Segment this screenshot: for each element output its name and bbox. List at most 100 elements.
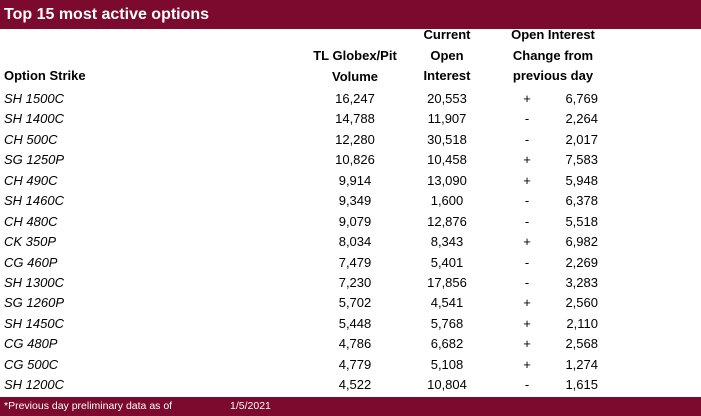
option-strike-cell: SH 1400C [4,111,64,127]
option-strike-cell: CH 490C [4,172,58,188]
open-interest-cell: 6,682 [430,336,464,352]
change-sign-cell: + [523,315,531,331]
table-title: Top 15 most active options [0,0,701,29]
footer-note: *Previous day preliminary data as of [4,400,173,412]
table-row: CH 480C 9,079 12,876 - 5,518 [0,212,701,232]
volume-cell: 5,702 [338,295,372,311]
options-table-body: SH 1500C 16,247 20,553 +6,769 SH 1400C 14,78… [0,89,701,396]
change-value-cell: 5,518 [565,213,598,229]
change-sign-cell: + [523,152,531,168]
header-oi-change: Open Interest Change from previous day [490,25,616,87]
volume-cell: 7,479 [338,254,372,270]
change-value-cell: 5,948 [565,172,598,188]
change-value-cell: 1,615 [565,377,598,393]
volume-cell: 4,779 [338,356,372,372]
open-interest-cell: 5,108 [430,356,464,372]
table-row: SH 1200C 4,522 10,804 - 1,615 [0,375,701,395]
header-oi-line-3: Interest [423,68,471,83]
table-row: SH 1500C 16,247 20,553 +6,769 [0,89,701,109]
volume-cell: 8,034 [338,234,372,250]
change-sign-cell: - [524,213,530,229]
footer-bar: *Previous day preliminary data as of 1/5… [0,397,701,416]
table-row: SH 1300C 7,230 17,856 - 3,283 [0,273,701,293]
change-sign-cell: - [524,377,530,393]
volume-cell: 9,349 [338,193,372,209]
header-volume-line-1: TL Globex/Pit [313,48,397,63]
open-interest-cell: 1,600 [430,193,464,209]
option-strike-cell: SH 1300C [4,274,64,290]
option-strike-cell: SG 1250P [4,152,64,168]
header-volume-line-2: Volume [332,68,378,84]
table-row: SH 1400C 14,788 11,907 - 2,264 [0,109,701,129]
table-row: CG 500C 4,779 5,108 +1,274 [0,355,701,375]
option-strike-cell: CG 480P [4,336,58,352]
change-value-cell: 6,982 [565,234,598,250]
change-value-cell: 2,269 [565,254,598,270]
option-strike-cell: SH 1460C [4,193,64,209]
open-interest-cell: 13,090 [427,172,467,188]
table-row: SH 1460C 9,349 1,600 - 6,378 [0,191,701,211]
open-interest-cell: 10,458 [427,152,467,168]
change-sign-cell: - [524,274,530,290]
open-interest-cell: 4,541 [430,295,464,311]
table-row: CK 350P 8,034 8,343 +6,982 [0,232,701,252]
change-sign-cell: - [524,254,530,270]
open-interest-cell: 11,907 [427,111,467,127]
open-interest-cell: 12,876 [427,213,467,229]
footer-date: 1/5/2021 [230,400,271,412]
option-strike-cell: CG 500C [4,356,59,372]
change-sign-cell: - [524,131,530,147]
change-sign-cell: + [523,295,531,311]
table-row: SG 1260P 5,702 4,541 +2,560 [0,293,701,313]
volume-cell: 5,448 [338,315,372,331]
change-value-cell: 7,583 [565,152,598,168]
change-sign-cell: + [523,172,531,188]
header-volume: TL Globex/Pit Volume [296,46,414,87]
open-interest-cell: 10,804 [427,377,467,393]
volume-cell: 4,786 [338,336,372,352]
change-value-cell: 2,110 [566,315,598,331]
table-row: CG 480P 4,786 6,682 +2,568 [0,334,701,354]
option-strike-cell: SG 1260P [4,295,64,311]
header-oi-line-2: Open [430,47,464,63]
change-value-cell: 3,283 [565,274,598,290]
option-strike-cell: SH 1500C [4,91,64,106]
change-value-cell: 1,274 [565,356,598,372]
open-interest-cell: 20,553 [427,91,467,106]
header-option-strike: Option Strike [4,68,86,83]
change-value-cell: 2,568 [565,336,598,352]
header-open-interest: Current Open Interest [406,25,488,87]
open-interest-cell: 17,856 [427,274,467,290]
table-row: CH 490C 9,914 13,090 +5,948 [0,171,701,191]
option-strike-cell: CH 500C [4,131,58,147]
volume-cell: 12,280 [335,131,375,147]
header-chg-line-1: Open Interest [511,27,595,42]
volume-cell: 9,914 [338,172,372,188]
table-row: CG 460P 7,479 5,401 - 2,269 [0,253,701,273]
table-row: CH 500C 12,280 30,518 - 2,017 [0,130,701,150]
table-row: SG 1250P 10,826 10,458 +7,583 [0,150,701,170]
change-value-cell: 6,769 [565,91,598,106]
change-value-cell: 2,017 [565,131,598,147]
change-value-cell: 6,378 [565,193,598,209]
option-strike-cell: CG 460P [4,254,58,270]
open-interest-cell: 5,401 [430,254,464,270]
change-sign-cell: + [523,336,531,352]
volume-cell: 9,079 [338,213,372,229]
option-strike-cell: SH 1450C [4,315,64,331]
change-value-cell: 2,560 [565,295,598,311]
option-strike-cell: CK 350P [4,234,57,250]
volume-cell: 4,522 [338,377,372,393]
volume-cell: 10,826 [335,152,375,168]
header-oi-line-1: Current [423,27,471,42]
open-interest-cell: 5,768 [430,315,464,331]
change-sign-cell: - [524,193,530,209]
option-strike-cell: SH 1200C [4,377,64,393]
change-sign-cell: + [523,234,531,250]
table-row: SH 1450C 5,448 5,768 +2,110 [0,314,701,334]
change-sign-cell: + [523,356,531,372]
header-chg-line-3: previous day [512,68,594,83]
open-interest-cell: 8,343 [430,234,464,250]
volume-cell: 14,788 [335,111,375,127]
header-chg-line-2: Change from [512,47,594,63]
